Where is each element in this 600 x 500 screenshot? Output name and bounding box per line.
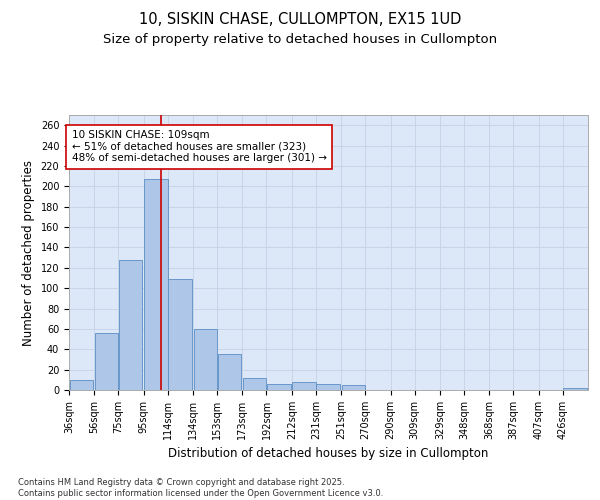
- Bar: [292, 382, 316, 390]
- X-axis label: Distribution of detached houses by size in Cullompton: Distribution of detached houses by size …: [169, 448, 488, 460]
- Bar: [70, 380, 93, 390]
- Bar: [218, 354, 241, 390]
- Bar: [169, 279, 192, 390]
- Bar: [243, 378, 266, 390]
- Bar: [194, 329, 217, 390]
- Text: Size of property relative to detached houses in Cullompton: Size of property relative to detached ho…: [103, 32, 497, 46]
- Bar: [342, 385, 365, 390]
- Text: Contains HM Land Registry data © Crown copyright and database right 2025.
Contai: Contains HM Land Registry data © Crown c…: [18, 478, 383, 498]
- Bar: [267, 384, 290, 390]
- Bar: [563, 388, 587, 390]
- Bar: [95, 333, 118, 390]
- Text: 10 SISKIN CHASE: 109sqm
← 51% of detached houses are smaller (323)
48% of semi-d: 10 SISKIN CHASE: 109sqm ← 51% of detache…: [71, 130, 326, 164]
- Y-axis label: Number of detached properties: Number of detached properties: [22, 160, 35, 346]
- Bar: [119, 260, 142, 390]
- Bar: [316, 384, 340, 390]
- Text: 10, SISKIN CHASE, CULLOMPTON, EX15 1UD: 10, SISKIN CHASE, CULLOMPTON, EX15 1UD: [139, 12, 461, 28]
- Bar: [145, 179, 168, 390]
